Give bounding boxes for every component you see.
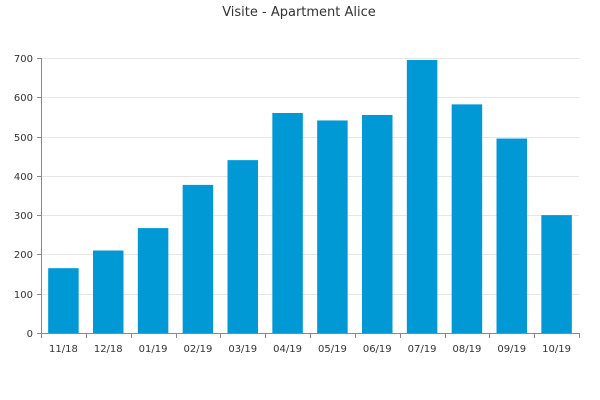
y-tick-label-300: 300: [14, 211, 33, 222]
x-tick-label-07-19: 07/19: [408, 344, 437, 355]
x-tick-label-03-19: 03/19: [228, 344, 257, 355]
x-tick-label-09-19: 09/19: [497, 344, 526, 355]
bar-03-19: [227, 160, 258, 333]
y-axis-ticks: 0 100 200 300 400 500 600 700: [14, 54, 41, 340]
bar-09-19: [496, 138, 527, 333]
bar-02-19: [182, 184, 214, 333]
bar-07-19: [406, 59, 438, 334]
x-tick-label-04-19: 04/19: [273, 344, 302, 355]
x-tick-label-11-18: 11/18: [49, 344, 78, 355]
bar-06-19: [362, 114, 393, 334]
bar-12-18: [93, 250, 124, 333]
y-tick-label-100: 100: [14, 290, 33, 301]
x-tick-label-01-19: 01/19: [139, 344, 168, 355]
y-tick-label-600: 600: [14, 93, 33, 104]
bar-01-19: [137, 228, 169, 333]
x-tick-label-08-19: 08/19: [453, 344, 482, 355]
y-tick-label-500: 500: [14, 133, 33, 144]
x-tick-label-10-19: 10/19: [542, 344, 571, 355]
bar-08-19: [451, 104, 483, 333]
bar-10-19: [541, 215, 572, 333]
bar-05-19: [317, 120, 348, 334]
chart-title: Visite - Apartment Alice: [222, 5, 376, 20]
bar-04-19: [272, 113, 303, 333]
y-tick-label-200: 200: [14, 250, 33, 261]
x-tick-label-06-19: 06/19: [363, 344, 392, 355]
y-tick-label-700: 700: [14, 54, 33, 65]
y-tick-label-400: 400: [14, 172, 33, 183]
x-tick-label-02-19: 02/19: [184, 344, 213, 355]
bar-11-18: [48, 268, 79, 333]
x-tick-label-12-18: 12/18: [94, 344, 123, 355]
x-tick-label-05-19: 05/19: [318, 344, 347, 355]
x-axis-ticks: 11/18 12/18 01/19 02/19 03/19 04/19 05/19 06/19…: [41, 333, 580, 355]
y-tick-label-0: 0: [27, 329, 33, 340]
bars: [48, 59, 572, 334]
grid-lines: [41, 58, 579, 295]
